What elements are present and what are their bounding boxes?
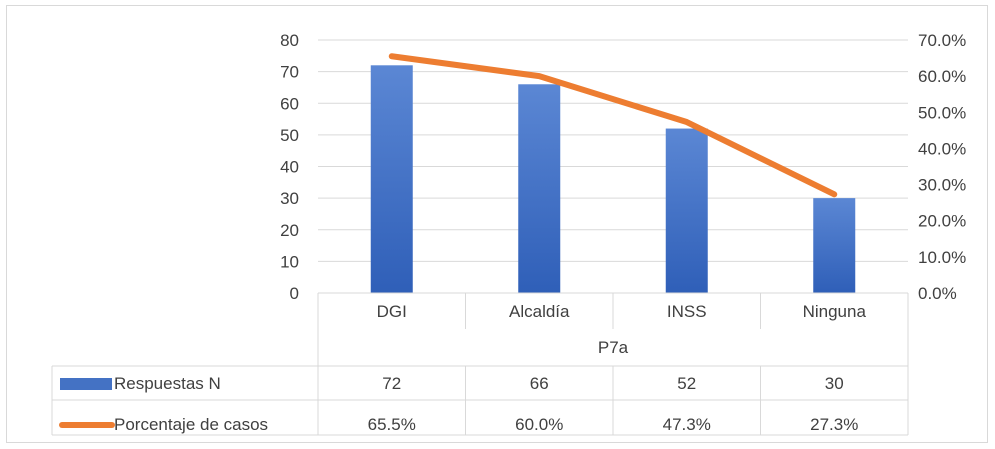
line-series-path: [388, 53, 838, 198]
y-right-tick-label: 60.0%: [918, 67, 966, 86]
bar: [665, 128, 708, 293]
x-tick-label: Ninguna: [803, 302, 867, 321]
y-left-tick-label: 60: [280, 94, 299, 113]
line-series: [388, 53, 838, 198]
y-right-tick-label: 70.0%: [918, 31, 966, 50]
data-table-value: 30: [825, 374, 844, 393]
x-tick-label: INSS: [667, 302, 707, 321]
x-tick-label: DGI: [377, 302, 407, 321]
y-left-tick-label: 50: [280, 126, 299, 145]
data-table-value: 60.0%: [515, 415, 563, 434]
data-table-value: 52: [677, 374, 696, 393]
bar: [813, 198, 856, 293]
y-left-tick-label: 0: [290, 284, 299, 303]
y-right-tick-label: 30.0%: [918, 176, 966, 195]
legend-label: Porcentaje de casos: [114, 415, 268, 434]
y-left-tick-label: 40: [280, 158, 299, 177]
y-left-tick-label: 20: [280, 221, 299, 240]
bar-series: [370, 65, 856, 294]
bar: [518, 84, 561, 294]
y-left-tick-label: 30: [280, 189, 299, 208]
y-left-tick-label: 10: [280, 252, 299, 271]
x-axis-title: P7a: [598, 338, 629, 357]
y-right-tick-label: 40.0%: [918, 139, 966, 158]
chart-frame: [6, 5, 988, 443]
bar: [370, 65, 413, 293]
data-table-value: 27.3%: [810, 415, 858, 434]
x-tick-label: Alcaldía: [509, 302, 570, 321]
legend-label: Respuestas N: [114, 374, 221, 393]
data-table-value: 72: [382, 374, 401, 393]
y-right-tick-label: 20.0%: [918, 212, 966, 231]
y-right-tick-label: 50.0%: [918, 103, 966, 122]
y-left-tick-label: 80: [280, 31, 299, 50]
y-right-tick-label: 10.0%: [918, 248, 966, 267]
legend-key-bar: [60, 378, 112, 390]
axes: 0 10 20 30 40 50 60 70 80 0.0% 10.0% 20.0% 30.0% 40.0…: [280, 31, 966, 303]
y-left-tick-label: 70: [280, 63, 299, 82]
data-table: DGI Alcaldía INSS Ninguna P7a Respuestas N Por…: [51, 292, 909, 436]
data-table-value: 47.3%: [663, 415, 711, 434]
y-right-tick-label: 0.0%: [918, 284, 957, 303]
data-table-value: 66: [530, 374, 549, 393]
data-table-value: 65.5%: [368, 415, 416, 434]
